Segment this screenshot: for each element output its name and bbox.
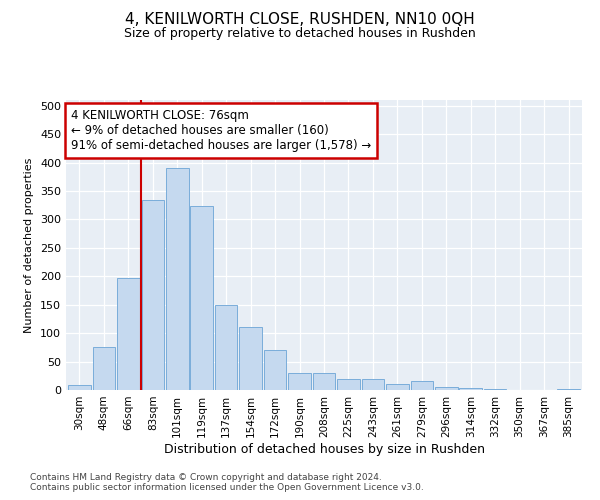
Text: 4 KENILWORTH CLOSE: 76sqm
← 9% of detached houses are smaller (160)
91% of semi-: 4 KENILWORTH CLOSE: 76sqm ← 9% of detach… (71, 108, 371, 152)
Bar (239, 328, 262, 390)
Text: Size of property relative to detached houses in Rushden: Size of property relative to detached ho… (124, 28, 476, 40)
Bar (166, 168, 188, 390)
Bar (264, 350, 286, 390)
Bar (142, 200, 164, 390)
Text: Contains public sector information licensed under the Open Government Licence v3: Contains public sector information licen… (30, 484, 424, 492)
Bar (215, 306, 238, 390)
Bar (68, 386, 91, 390)
Text: 4, KENILWORTH CLOSE, RUSHDEN, NN10 0QH: 4, KENILWORTH CLOSE, RUSHDEN, NN10 0QH (125, 12, 475, 28)
Bar (92, 348, 115, 390)
Y-axis label: Number of detached properties: Number of detached properties (25, 158, 34, 332)
Bar (362, 378, 384, 390)
Bar (460, 388, 482, 390)
Bar (410, 382, 433, 390)
Bar (313, 373, 335, 390)
Text: Contains HM Land Registry data © Crown copyright and database right 2024.: Contains HM Land Registry data © Crown c… (30, 472, 382, 482)
Bar (337, 379, 360, 390)
Bar (288, 373, 311, 390)
Bar (386, 384, 409, 390)
Bar (190, 206, 213, 390)
Bar (435, 386, 458, 390)
Text: Distribution of detached houses by size in Rushden: Distribution of detached houses by size … (163, 442, 485, 456)
Bar (117, 278, 140, 390)
